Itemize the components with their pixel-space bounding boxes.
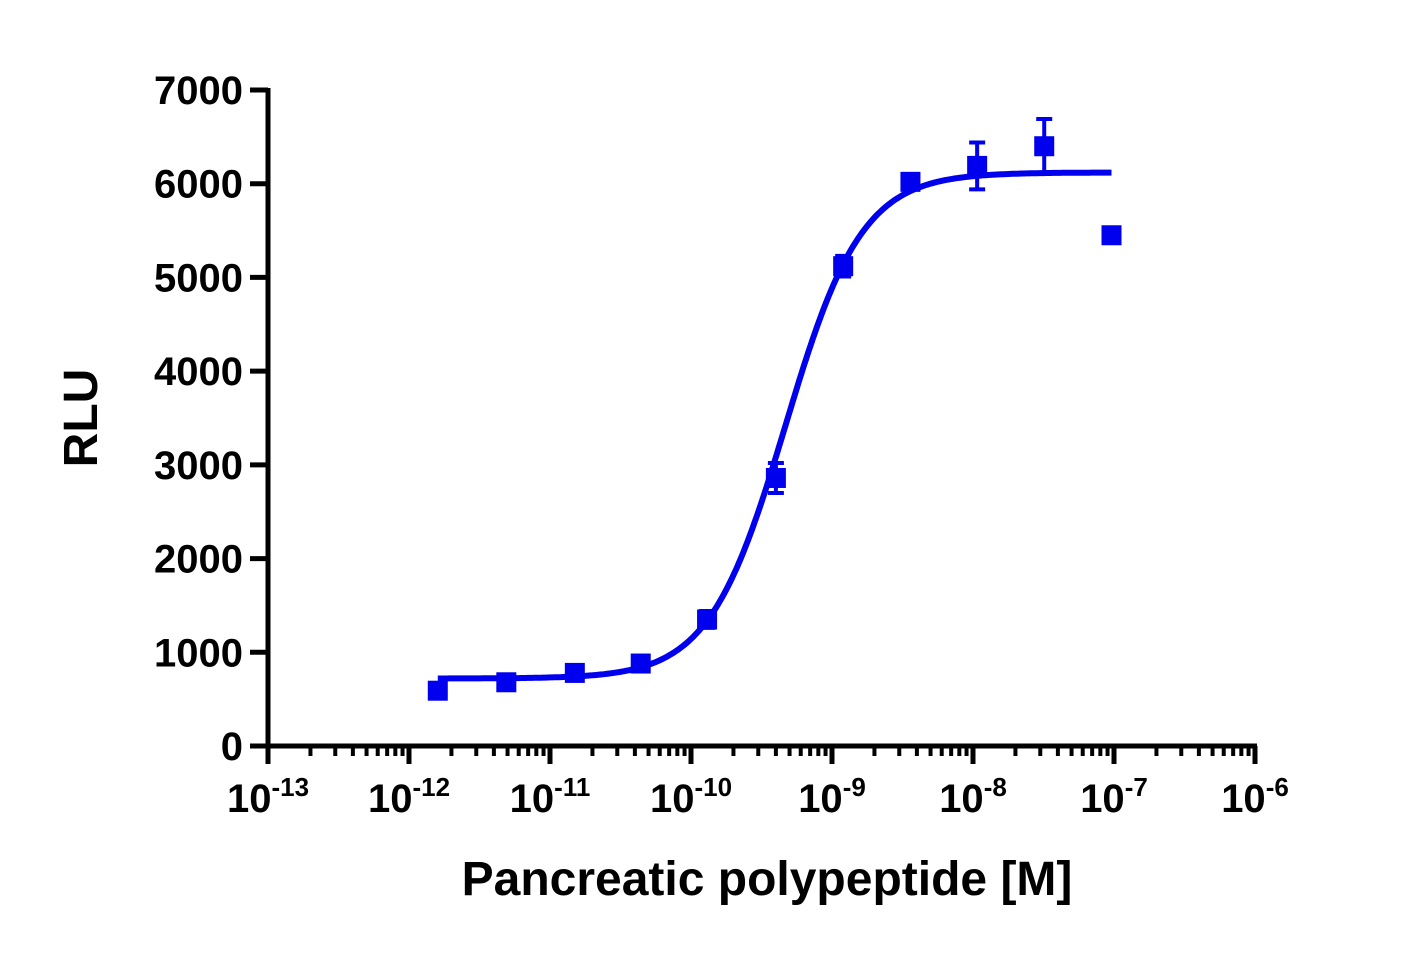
x-tick-base: 10 (1080, 777, 1125, 821)
x-tick-exponent: -12 (412, 772, 450, 802)
data-point (1101, 225, 1122, 246)
data-point (564, 662, 585, 683)
x-tick-exponent: -9 (843, 772, 866, 802)
data-point (1034, 136, 1055, 157)
y-axis-title: RLU (55, 369, 108, 468)
data-point (833, 256, 854, 277)
x-tick-label: 10-9 (798, 772, 866, 821)
x-tick-label: 10-6 (1221, 772, 1289, 821)
x-axis-title: Pancreatic polypeptide [M] (462, 853, 1073, 906)
fit-curve (437, 169, 1112, 682)
y-tick-label: 0 (221, 725, 243, 769)
x-tick-label: 10-7 (1080, 772, 1148, 821)
y-tick-label: 2000 (154, 538, 243, 582)
x-tick-exponent: -7 (1125, 772, 1148, 802)
data-point (496, 672, 517, 693)
data-point (900, 171, 921, 192)
x-tick-base: 10 (510, 777, 555, 821)
data-point (630, 653, 651, 674)
x-tick-base: 10 (1221, 777, 1266, 821)
y-tick-label: 5000 (154, 256, 243, 300)
data-point (967, 155, 988, 176)
x-tick-exponent: -8 (984, 772, 1007, 802)
x-tick-exponent: -13 (271, 772, 309, 802)
x-tick-exponent: -10 (694, 772, 732, 802)
x-tick-base: 10 (227, 777, 272, 821)
x-tick-base: 10 (368, 777, 413, 821)
y-tick-label: 6000 (154, 163, 243, 207)
y-tick-label: 1000 (154, 631, 243, 675)
x-tick-label: 10-13 (227, 772, 309, 821)
data-point (427, 680, 448, 701)
x-tick-base: 10 (650, 777, 695, 821)
x-tick-exponent: -6 (1266, 772, 1289, 802)
data-point (765, 467, 786, 488)
y-tick-label: 7000 (154, 69, 243, 113)
y-tick-label: 3000 (154, 444, 243, 488)
x-tick-base: 10 (798, 777, 843, 821)
x-tick-label: 10-8 (939, 772, 1007, 821)
x-tick-label: 10-12 (368, 772, 450, 821)
plot-marks (427, 117, 1122, 701)
x-tick-base: 10 (939, 777, 984, 821)
x-tick-label: 10-11 (510, 772, 591, 821)
x-tick-exponent: -11 (554, 772, 590, 802)
x-tick-label: 10-10 (650, 772, 732, 821)
y-tick-label: 4000 (154, 350, 243, 394)
data-point (697, 609, 718, 630)
